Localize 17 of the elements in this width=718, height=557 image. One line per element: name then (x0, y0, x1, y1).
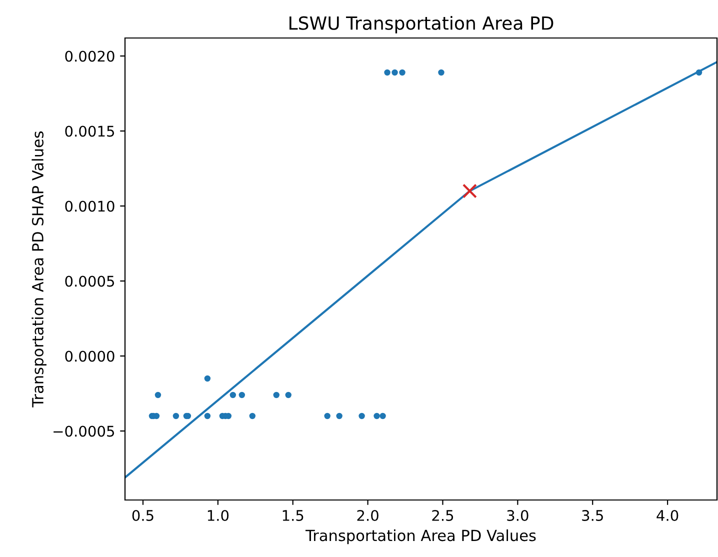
x-tick-label: 2.0 (357, 510, 378, 522)
x-tick-label: 0.5 (132, 510, 154, 522)
x-tick-label: 1.0 (208, 510, 229, 522)
y-tick-label: 0.0020 (65, 50, 114, 62)
y-tick-label: −0.0005 (54, 426, 114, 437)
y-tick-label: 0.0015 (65, 126, 114, 137)
y-tick-label: 0.0010 (65, 200, 114, 212)
x-tick-label: 4.0 (656, 510, 678, 522)
y-tick-label: 0.0005 (65, 276, 114, 287)
x-axis-title: Transportation Area PD Values (306, 529, 536, 544)
x-tick-label: 3.0 (507, 510, 528, 522)
x-tick-label: 2.5 (432, 510, 454, 522)
x-tick-label: 3.5 (582, 510, 603, 522)
chart-title: LSWU Transportation Area PD (290, 16, 554, 34)
y-tick-label: 0.0000 (65, 350, 114, 362)
y-axis-title: Transportation Area PD SHAP Values (32, 131, 46, 408)
x-tick-label: 1.5 (282, 510, 304, 522)
